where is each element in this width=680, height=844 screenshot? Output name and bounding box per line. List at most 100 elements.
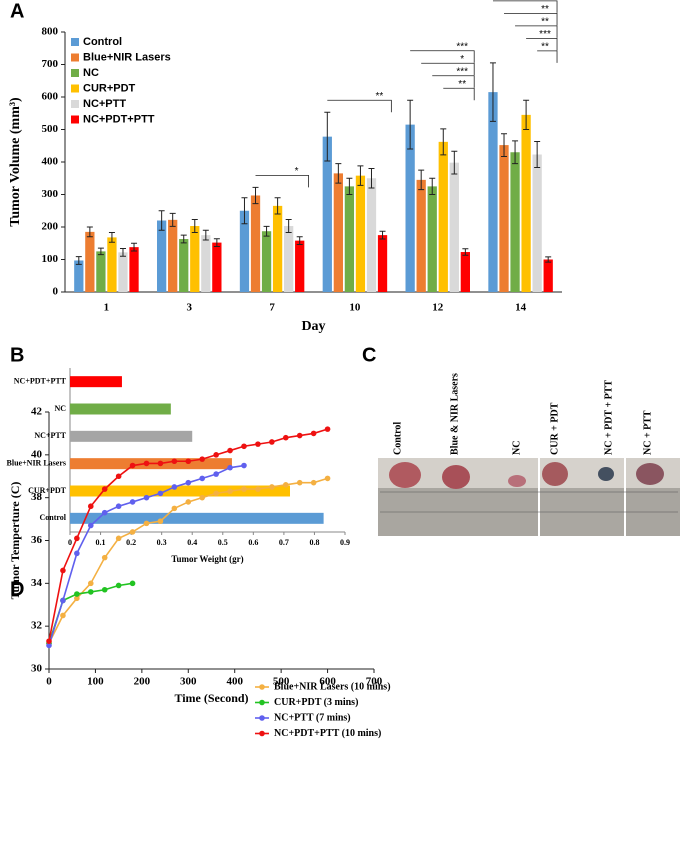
x-tick-label: 0: [68, 538, 72, 547]
error-bar: [346, 177, 353, 195]
tumor: [598, 467, 614, 481]
x-axis-title: Time (Second): [174, 691, 248, 705]
error-bar: [523, 99, 530, 130]
y-tick-label: 34: [31, 577, 43, 589]
y-tick-label: CUR+PDT: [28, 486, 67, 495]
marker: [282, 482, 289, 488]
photo-label: Blue & NIR Lasers: [449, 373, 460, 455]
marker: [74, 595, 80, 602]
significance-bracket: [432, 75, 475, 88]
error-bar: [296, 236, 303, 246]
marker: [74, 591, 80, 597]
significance-label: ***: [456, 66, 468, 77]
error-bar: [440, 128, 447, 156]
bar: [333, 173, 343, 292]
x-tick-label: 600: [319, 676, 336, 688]
legend-swatch: [71, 84, 79, 93]
marker: [296, 432, 303, 439]
marker: [46, 642, 52, 649]
bar: [157, 220, 167, 292]
error-bar: [418, 169, 425, 191]
significance-label: ***: [539, 29, 551, 40]
legend-label: NC+PDT+PTT: [83, 113, 155, 125]
bar: [366, 178, 377, 292]
panel-label: B: [10, 344, 24, 366]
bar: [70, 403, 171, 415]
bar: [510, 152, 520, 292]
bar: [284, 226, 294, 292]
bar: [261, 231, 272, 292]
marker: [310, 430, 317, 437]
x-axis-title: Tumor Weight (gr): [171, 554, 243, 564]
error-bar: [324, 111, 331, 162]
significance-label: *: [460, 54, 464, 65]
x-tick-label: 300: [180, 676, 197, 688]
marker: [143, 494, 150, 501]
x-tick-label: 0.7: [279, 538, 289, 547]
legend-label: NC+PTT (7 mins): [274, 712, 351, 723]
x-tick-label: 1: [104, 302, 110, 314]
x-tick-label: 0.2: [126, 538, 136, 547]
y-tick-label: 32: [31, 620, 43, 632]
marker: [282, 434, 289, 441]
legend-swatch: [71, 69, 79, 77]
error-bar: [202, 229, 209, 241]
significance-bracket: [537, 50, 558, 63]
marker: [241, 486, 247, 492]
marker: [241, 462, 247, 469]
y-tick-label: 600: [42, 91, 59, 103]
bar: [532, 154, 542, 292]
marker: [324, 475, 331, 482]
error-bar: [131, 242, 138, 252]
bar: [85, 231, 95, 292]
bar: [107, 237, 117, 292]
error-bar: [108, 232, 115, 243]
bar: [179, 239, 189, 292]
bar: [377, 235, 388, 292]
panel-label: D: [10, 578, 24, 600]
bar: [96, 251, 106, 292]
y-tick-label: 700: [42, 58, 59, 70]
marker: [255, 441, 261, 447]
significance-label: **: [458, 79, 466, 90]
x-tick-label: 100: [87, 676, 104, 688]
marker: [129, 499, 136, 505]
x-tick-label: 0.9: [340, 538, 350, 547]
marker: [115, 503, 122, 510]
error-bar: [213, 238, 220, 247]
marker: [115, 582, 122, 589]
bar: [70, 430, 193, 442]
x-tick-label: 200: [134, 676, 151, 688]
x-tick-label: 0.4: [187, 538, 197, 547]
x-tick-label: 0: [46, 676, 52, 688]
x-tick-label: 0.3: [157, 538, 167, 547]
marker: [60, 567, 66, 574]
significance-bracket: [255, 174, 309, 188]
marker: [157, 518, 164, 525]
bar: [201, 235, 211, 292]
error-bar: [75, 256, 82, 265]
marker: [269, 439, 275, 445]
significance-bracket: [443, 87, 475, 101]
marker: [227, 447, 233, 454]
error-bar: [451, 150, 458, 175]
bar: [416, 179, 426, 292]
significance-bracket: [410, 50, 475, 63]
bar: [272, 205, 283, 292]
error-bar: [97, 247, 104, 256]
marker: [213, 471, 219, 477]
legend-label: NC: [83, 67, 99, 79]
x-axis-title: Day: [301, 319, 325, 334]
bar: [212, 242, 222, 292]
marker: [87, 589, 94, 595]
legend-label: NC+PDT+PTT (10 mins): [274, 728, 381, 739]
bar: [460, 252, 470, 292]
marker: [60, 612, 66, 619]
significance-bracket: [504, 12, 558, 26]
legend-label: CUR+PDT: [83, 82, 136, 94]
marker: [143, 520, 150, 527]
significance-label: **: [541, 4, 549, 15]
y-axis-title: Tumor Temperture (C): [8, 482, 22, 600]
y-tick-label: 36: [31, 534, 43, 546]
